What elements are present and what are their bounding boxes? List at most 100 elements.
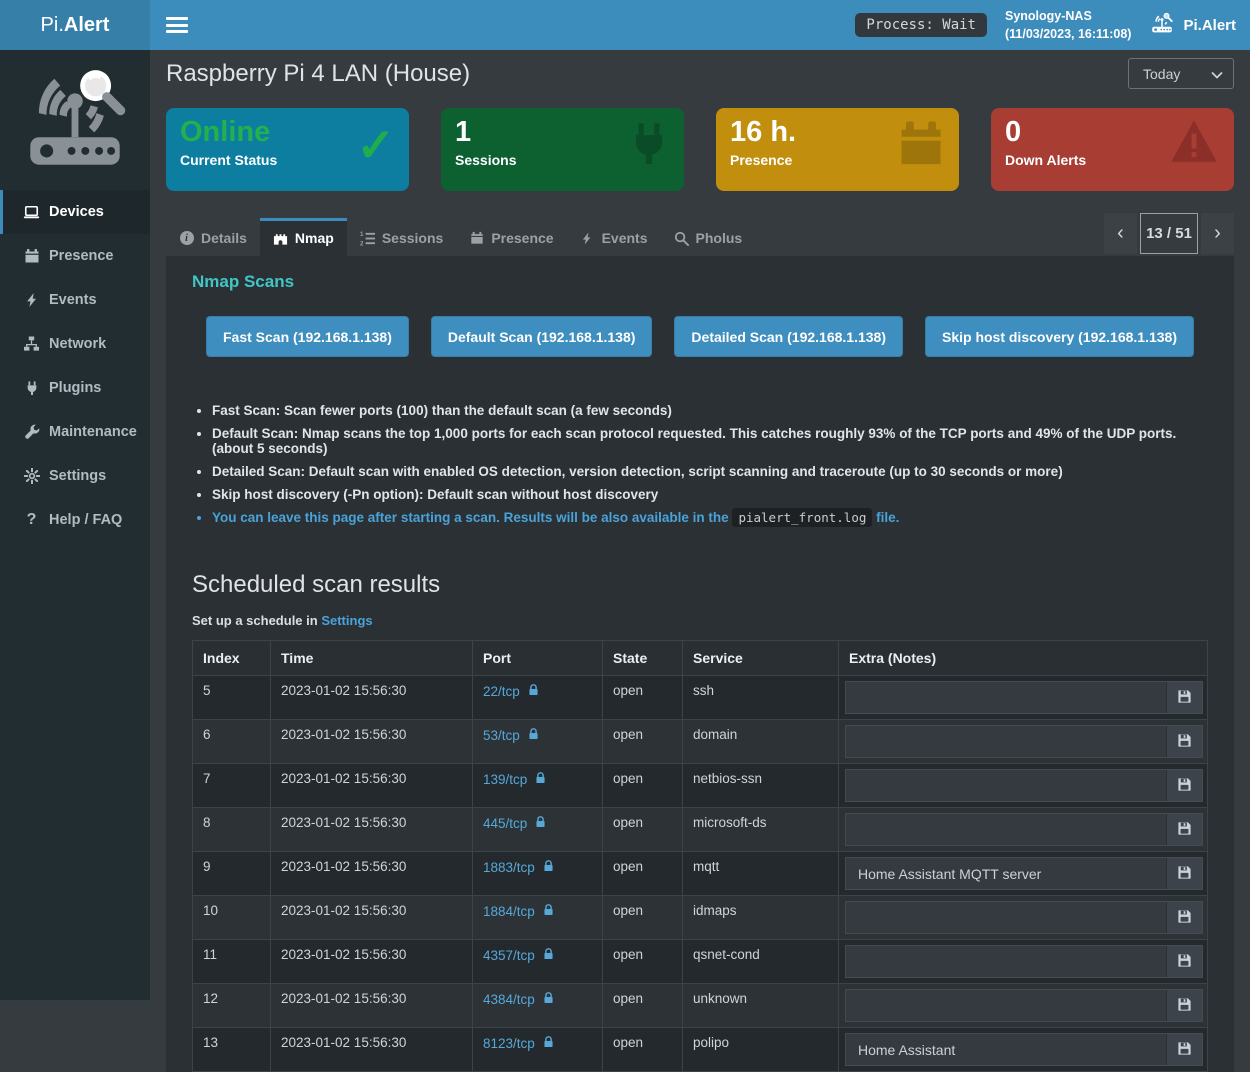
cell-time: 2023-01-02 15:56:30 bbox=[271, 984, 473, 1028]
save-note-button[interactable] bbox=[1166, 814, 1202, 845]
card-presence[interactable]: 16 h. Presence bbox=[716, 108, 959, 191]
note-input-group bbox=[845, 989, 1203, 1022]
save-note-button[interactable] bbox=[1166, 1034, 1202, 1065]
note-input[interactable] bbox=[846, 682, 1166, 713]
note-input[interactable] bbox=[846, 858, 1166, 889]
port-number: 445/tcp bbox=[483, 816, 527, 831]
cell-time: 2023-01-02 15:56:30 bbox=[271, 896, 473, 940]
sidebar-item-devices[interactable]: Devices bbox=[0, 190, 150, 234]
port-link[interactable]: 53/tcp bbox=[483, 727, 540, 744]
port-link[interactable]: 1884/tcp bbox=[483, 903, 555, 920]
sidebar-item-plugins[interactable]: Plugins bbox=[0, 366, 150, 410]
tab-label: Sessions bbox=[382, 230, 443, 246]
port-number: 139/tcp bbox=[483, 772, 527, 787]
cell-service: unknown bbox=[683, 984, 839, 1028]
next-device-button[interactable]: › bbox=[1201, 213, 1234, 254]
cell-service: netbios-ssn bbox=[683, 764, 839, 808]
tab-presence[interactable]: Presence bbox=[456, 218, 566, 256]
save-note-button[interactable] bbox=[1166, 770, 1202, 801]
cell-time: 2023-01-02 15:56:30 bbox=[271, 808, 473, 852]
tab-pholus[interactable]: Pholus bbox=[661, 218, 756, 256]
note-input[interactable] bbox=[846, 770, 1166, 801]
save-note-button[interactable] bbox=[1166, 946, 1202, 977]
skip-host-discovery-button[interactable]: Skip host discovery (192.168.1.138) bbox=[925, 316, 1194, 357]
cell-service: microsoft-ds bbox=[683, 808, 839, 852]
save-icon bbox=[1177, 997, 1192, 1015]
laptop-icon bbox=[23, 204, 40, 221]
save-note-button[interactable] bbox=[1166, 990, 1202, 1021]
fort-icon bbox=[273, 231, 288, 246]
scan-results-table: Index Time Port State Service Extra (Not… bbox=[192, 640, 1208, 1072]
port-number: 1884/tcp bbox=[483, 904, 535, 919]
port-link[interactable]: 8123/tcp bbox=[483, 1035, 555, 1052]
cell-service: idmaps bbox=[683, 896, 839, 940]
sidebar-item-help[interactable]: ? Help / FAQ bbox=[0, 498, 150, 542]
tab-details[interactable]: i Details bbox=[166, 218, 260, 256]
save-icon bbox=[1177, 821, 1192, 839]
chevron-left-icon: ‹ bbox=[1117, 222, 1124, 245]
navbar-app-link[interactable]: Pi.Alert bbox=[1149, 11, 1236, 39]
lock-icon bbox=[534, 815, 547, 832]
brand-logo[interactable]: Pi.Alert bbox=[0, 0, 150, 50]
bullet-log-note: You can leave this page after starting a… bbox=[212, 510, 1208, 525]
save-note-button[interactable] bbox=[1166, 726, 1202, 757]
default-scan-button[interactable]: Default Scan (192.168.1.138) bbox=[431, 316, 653, 357]
cell-service: qsnet-cond bbox=[683, 940, 839, 984]
cell-port: 4384/tcp bbox=[473, 984, 603, 1028]
note-input[interactable] bbox=[846, 814, 1166, 845]
note-input[interactable] bbox=[846, 946, 1166, 977]
note-input-group bbox=[845, 857, 1203, 890]
note-input[interactable] bbox=[846, 726, 1166, 757]
table-row: 7 2023-01-02 15:56:30 139/tcp open netbi… bbox=[193, 764, 1208, 808]
note-input[interactable] bbox=[846, 902, 1166, 933]
period-select[interactable]: Today bbox=[1128, 58, 1234, 89]
card-sessions[interactable]: 1 Sessions bbox=[441, 108, 684, 191]
calendar-icon bbox=[469, 231, 484, 246]
sidebar-item-maintenance[interactable]: Maintenance bbox=[0, 410, 150, 454]
tab-label: Details bbox=[201, 230, 247, 246]
port-link[interactable]: 445/tcp bbox=[483, 815, 547, 832]
sidebar-item-events[interactable]: Events bbox=[0, 278, 150, 322]
col-header-index: Index bbox=[193, 641, 271, 676]
warning-icon bbox=[1168, 118, 1220, 171]
fast-scan-button[interactable]: Fast Scan (192.168.1.138) bbox=[206, 316, 409, 357]
save-note-button[interactable] bbox=[1166, 902, 1202, 933]
settings-link[interactable]: Settings bbox=[321, 613, 372, 628]
note-input-group bbox=[845, 813, 1203, 846]
port-link[interactable]: 4357/tcp bbox=[483, 947, 555, 964]
prev-device-button[interactable]: ‹ bbox=[1104, 213, 1137, 254]
note-input[interactable] bbox=[846, 1034, 1166, 1065]
save-icon bbox=[1177, 689, 1192, 707]
port-link[interactable]: 22/tcp bbox=[483, 683, 540, 700]
cell-note bbox=[839, 940, 1208, 984]
hamburger-menu-icon[interactable] bbox=[166, 17, 188, 33]
card-current-status[interactable]: Online Current Status ✓ bbox=[166, 108, 409, 191]
cell-port: 1884/tcp bbox=[473, 896, 603, 940]
cell-port: 139/tcp bbox=[473, 764, 603, 808]
host-name: Synology-NAS bbox=[1005, 7, 1132, 25]
cell-state: open bbox=[603, 984, 683, 1028]
info-icon: i bbox=[179, 231, 194, 246]
navbar-app-name: Pi.Alert bbox=[1183, 17, 1236, 34]
detailed-scan-button[interactable]: Detailed Scan (192.168.1.138) bbox=[674, 316, 903, 357]
sidebar-item-network[interactable]: Network bbox=[0, 322, 150, 366]
tab-events[interactable]: Events bbox=[567, 218, 661, 256]
card-down-alerts[interactable]: 0 Down Alerts bbox=[991, 108, 1234, 191]
cell-state: open bbox=[603, 720, 683, 764]
log-note-suffix: file. bbox=[876, 510, 899, 525]
sidebar-item-settings[interactable]: Settings bbox=[0, 454, 150, 498]
save-note-button[interactable] bbox=[1166, 682, 1202, 713]
port-link[interactable]: 1883/tcp bbox=[483, 859, 555, 876]
save-note-button[interactable] bbox=[1166, 858, 1202, 889]
port-link[interactable]: 139/tcp bbox=[483, 771, 547, 788]
save-icon bbox=[1177, 909, 1192, 927]
note-input[interactable] bbox=[846, 990, 1166, 1021]
table-row: 6 2023-01-02 15:56:30 53/tcp open domain bbox=[193, 720, 1208, 764]
bullet-detailed-scan: Detailed Scan: Default scan with enabled… bbox=[212, 464, 1208, 479]
check-icon: ✓ bbox=[356, 122, 395, 168]
sidebar-item-presence[interactable]: Presence bbox=[0, 234, 150, 278]
tab-nmap[interactable]: Nmap bbox=[260, 218, 347, 256]
bullet-skip-host: Skip host discovery (-Pn option): Defaul… bbox=[212, 487, 1208, 502]
